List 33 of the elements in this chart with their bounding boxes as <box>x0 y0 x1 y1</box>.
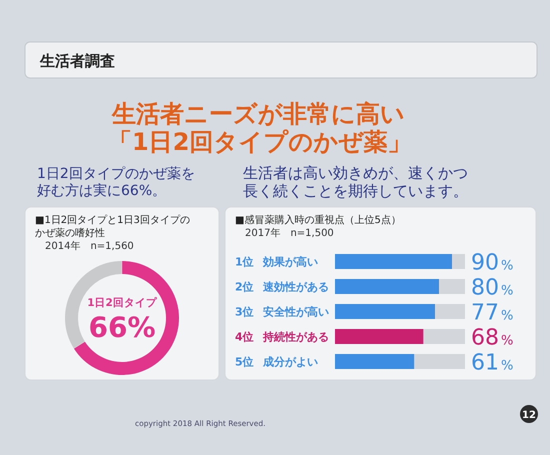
bar <box>452 254 465 269</box>
data-label: 66% <box>88 311 156 344</box>
chart-subtitle: 2014年 n=1,560 <box>45 240 134 252</box>
text: 生活者調査 <box>39 52 115 70</box>
bar <box>439 279 465 294</box>
bar <box>423 329 465 344</box>
data-label: 68% <box>471 326 514 350</box>
bar <box>335 254 452 269</box>
text: 「1日2回タイプのかぜ薬」 <box>108 128 412 156</box>
data-label: 77% <box>471 300 514 326</box>
text: 1日2回タイプのかぜ薬を好む方は実に66%。 <box>37 166 195 199</box>
y-tick-label: 5位 成分がよい <box>235 356 318 368</box>
bar <box>414 354 465 369</box>
y-tick-label: 1位 効果が高い <box>235 256 318 268</box>
y-tick-label: 2位 速効性がある <box>235 280 329 294</box>
bar <box>435 304 465 319</box>
data-label: 61% <box>471 350 514 376</box>
chart-subtitle: 2017年 n=1,500 <box>245 227 334 239</box>
y-tick-label: 4位 持続性がある <box>235 330 329 344</box>
bar <box>335 304 436 319</box>
bar <box>335 279 439 294</box>
donut-slice <box>74 261 179 375</box>
slice-label: 1日2回タイプ <box>87 296 158 309</box>
text: 12 <box>522 410 536 421</box>
chart-title: ■1日2回タイプと1日3回タイプのかぜ薬の嗜好性 <box>35 214 190 239</box>
text: 生活者は高い効きめが、速くかつ長く続くことを期待しています。 <box>243 164 468 200</box>
text: 生活者ニーズが非常に高い <box>111 100 405 128</box>
y-tick-label: 3位 安全性が高い <box>235 306 329 318</box>
chart-title: ■感冒薬購入時の重視点（上位5点） <box>235 214 401 226</box>
bar <box>335 354 414 369</box>
data-label: 90% <box>471 250 514 276</box>
bar <box>335 329 424 344</box>
data-label: 80% <box>471 276 514 300</box>
